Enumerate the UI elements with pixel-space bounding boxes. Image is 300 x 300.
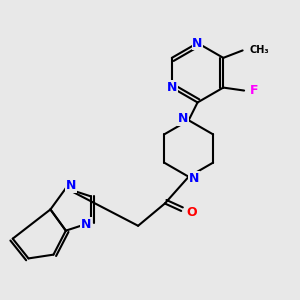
Text: N: N [178, 112, 188, 125]
Text: CH₃: CH₃ [249, 45, 269, 56]
Text: N: N [167, 81, 177, 94]
Text: F: F [250, 84, 258, 97]
Text: N: N [192, 37, 203, 50]
Text: N: N [189, 172, 199, 185]
Text: N: N [81, 218, 92, 230]
Text: O: O [187, 206, 197, 219]
Text: N: N [66, 179, 76, 192]
